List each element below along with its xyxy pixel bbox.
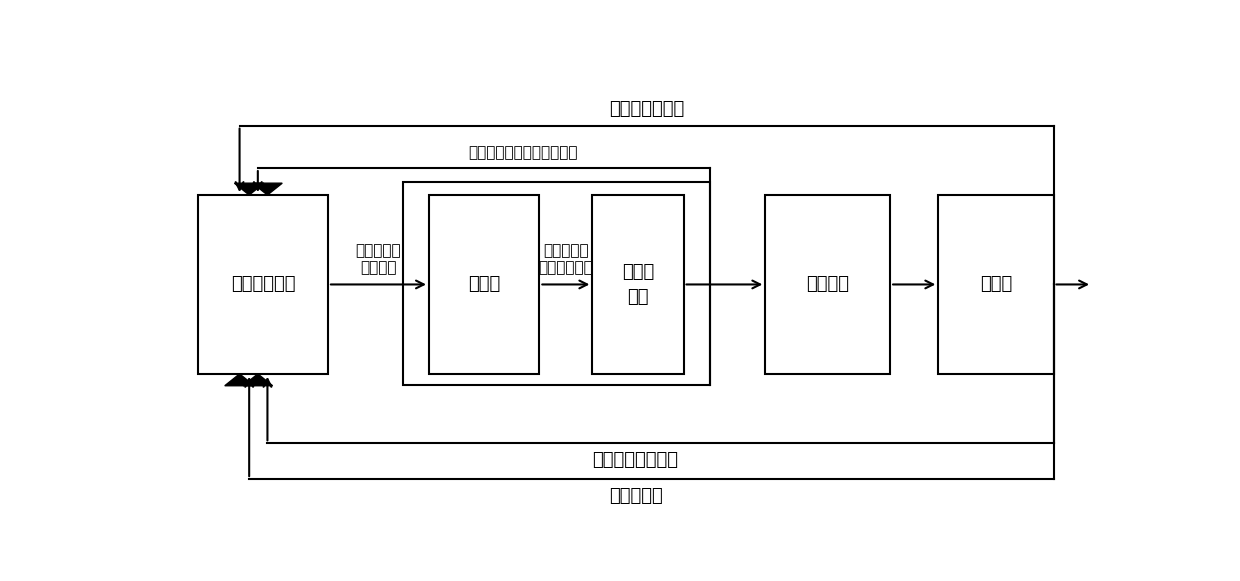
Text: 主配压阀: 主配压阀 [806, 275, 849, 293]
Text: 比例伺服线圈电流采样电压: 比例伺服线圈电流采样电压 [467, 145, 578, 160]
Bar [429, 195, 539, 374]
Text: 比例伺
服阀: 比例伺 服阀 [621, 263, 653, 306]
Text: 比例伺服阀
控制输入: 比例伺服阀 控制输入 [356, 243, 402, 275]
Text: 调速器控制器: 调速器控制器 [231, 275, 295, 293]
Polygon shape [253, 183, 283, 195]
Bar [593, 195, 683, 374]
Bar [765, 195, 890, 374]
Text: 接力器: 接力器 [980, 275, 1012, 293]
Text: 功放板: 功放板 [467, 275, 500, 293]
Text: 比例伺服阀
控制线圈电流: 比例伺服阀 控制线圈电流 [538, 243, 593, 275]
Text: 比例伺服阀反馈: 比例伺服阀反馈 [609, 99, 684, 117]
Bar [198, 195, 327, 374]
Polygon shape [234, 183, 264, 195]
Text: 接力器反馈: 接力器反馈 [609, 487, 662, 505]
Bar [403, 181, 711, 385]
Text: 主配压阀位置反馈: 主配压阀位置反馈 [593, 451, 678, 469]
Polygon shape [224, 374, 254, 386]
Polygon shape [243, 374, 273, 386]
Bar [939, 195, 1054, 374]
